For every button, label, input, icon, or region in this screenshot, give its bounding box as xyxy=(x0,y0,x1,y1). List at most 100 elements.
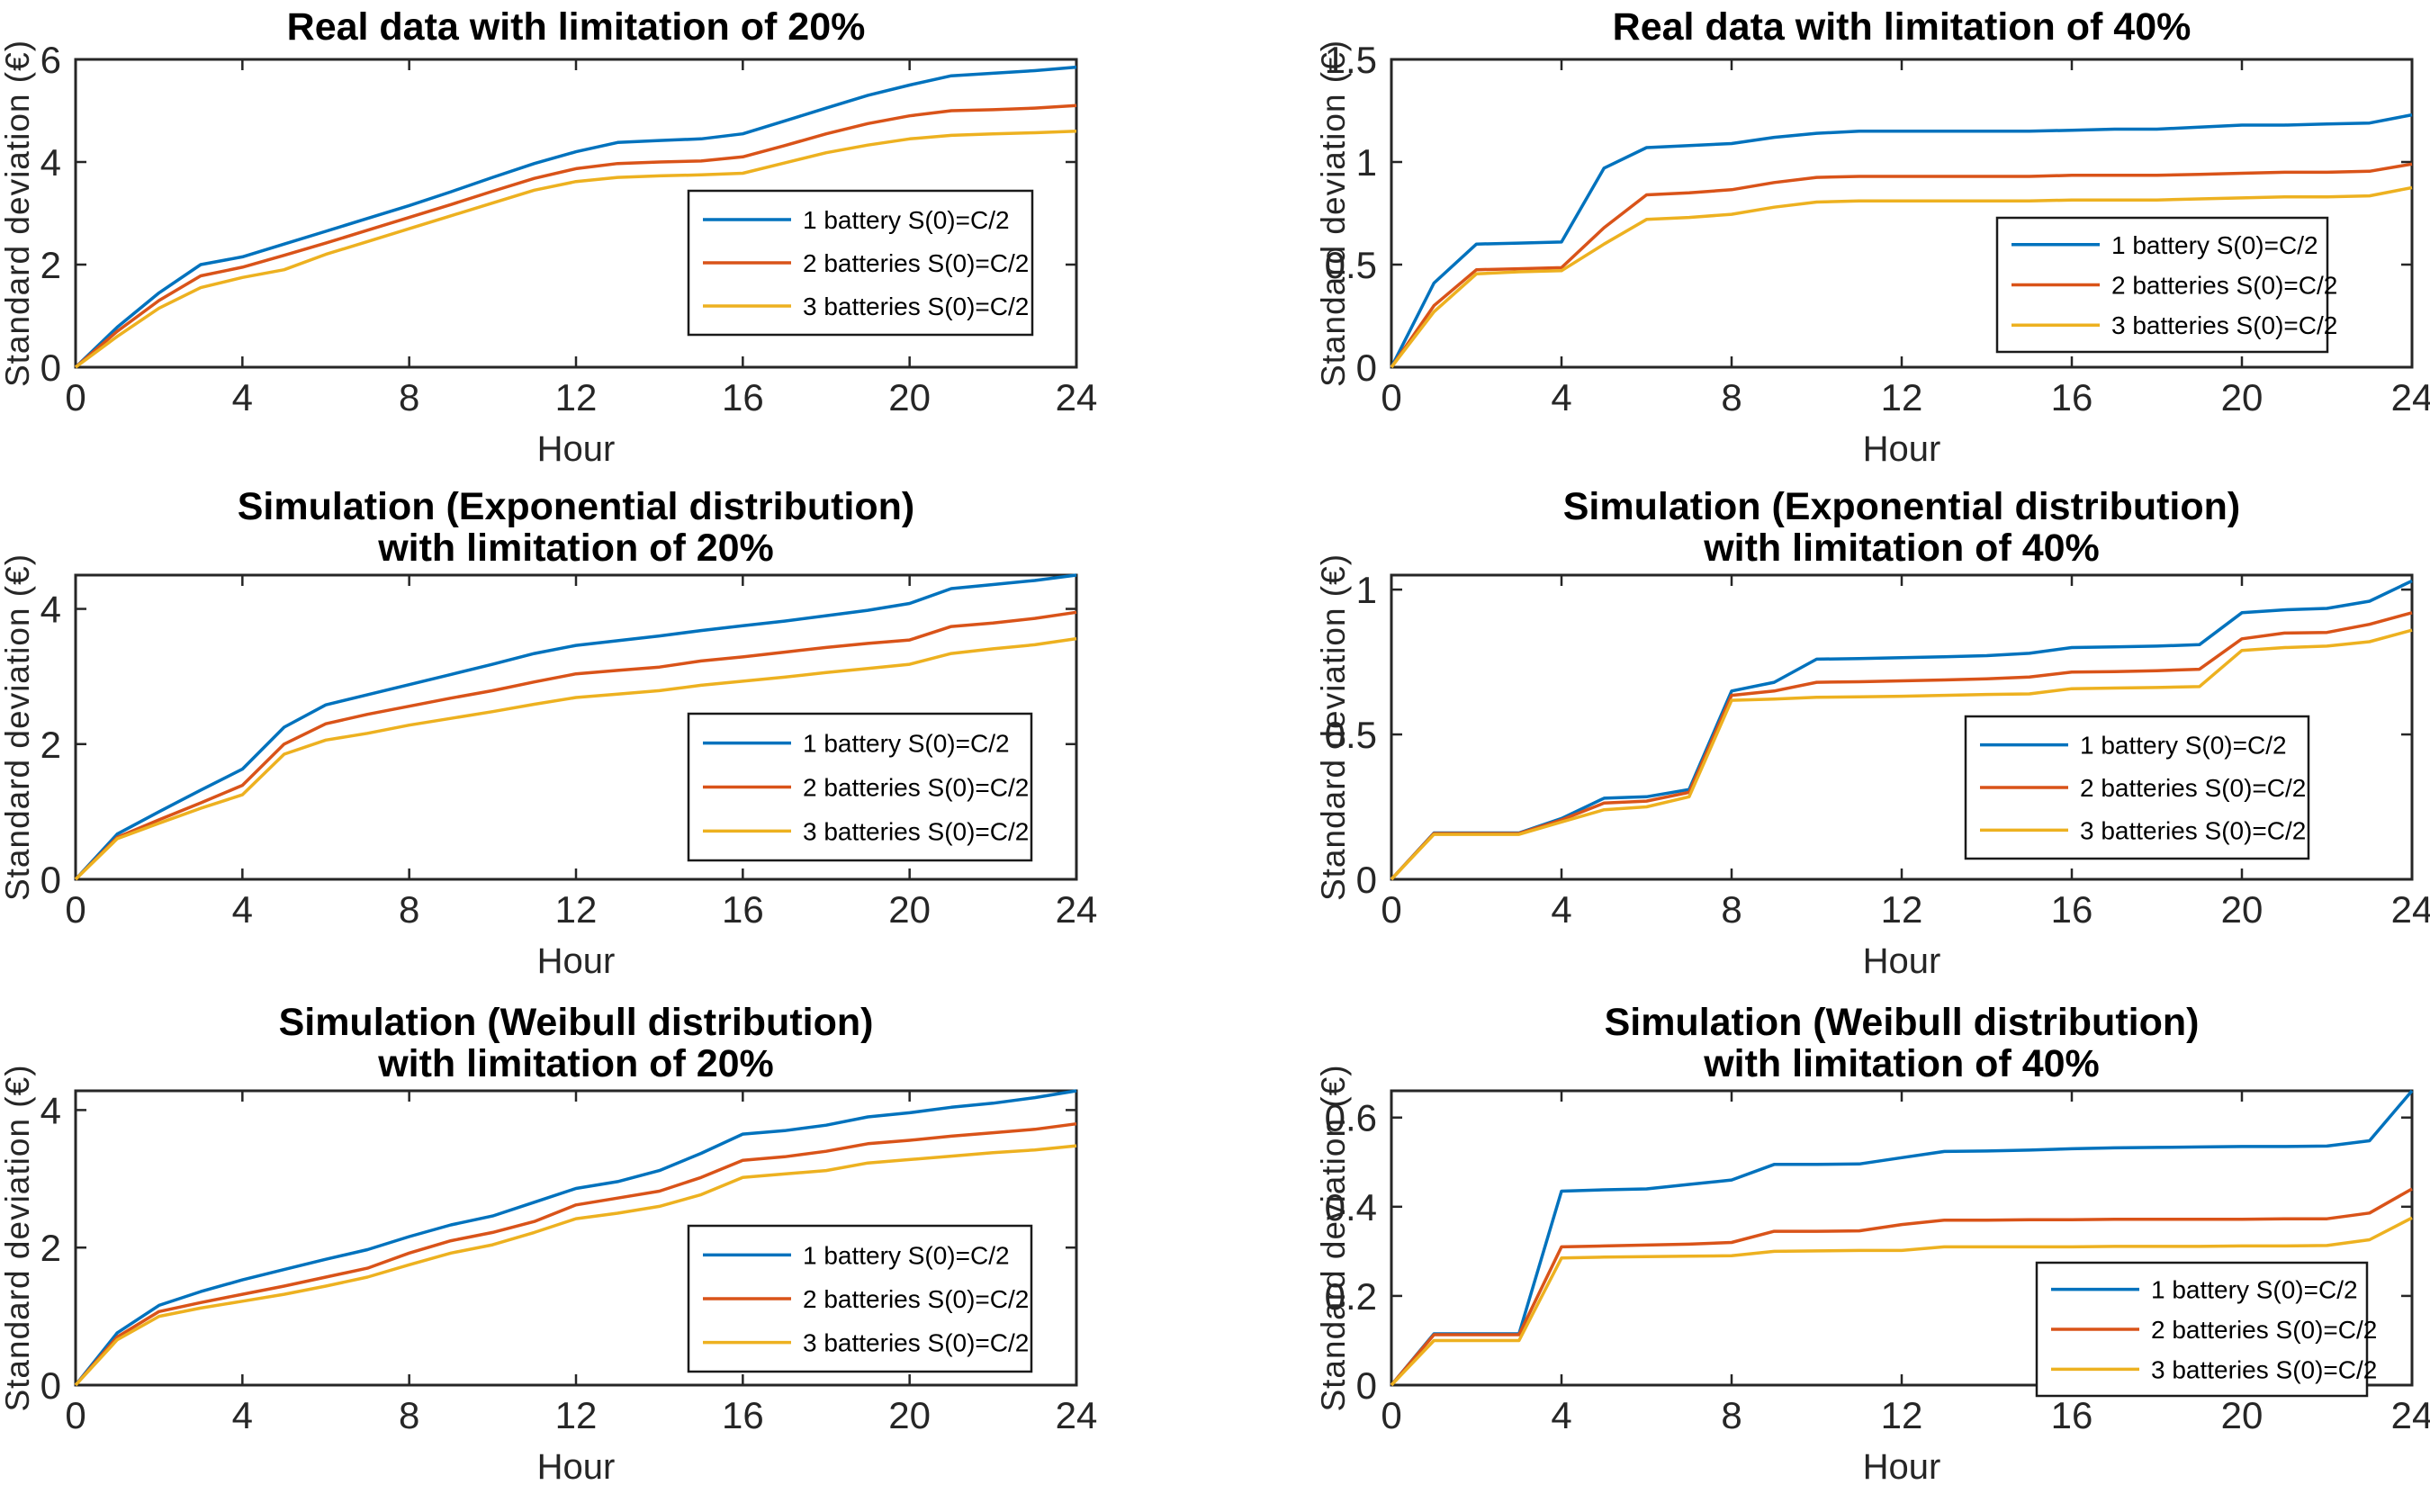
plot-title: with limitation of 20% xyxy=(377,526,774,570)
x-tick-label: 8 xyxy=(399,1394,419,1436)
x-tick-label: 16 xyxy=(722,1394,764,1436)
x-tick-label: 0 xyxy=(65,376,86,418)
plot-title: Simulation (Exponential distribution) xyxy=(1563,485,2240,528)
x-tick-label: 8 xyxy=(399,376,419,418)
y-tick-label: 0 xyxy=(1356,1364,1377,1407)
y-tick-label: 0 xyxy=(1356,346,1377,389)
x-tick-label: 24 xyxy=(1056,888,1098,931)
y-tick-label: 0.4 xyxy=(1325,1186,1377,1228)
x-tick-label: 20 xyxy=(2221,1394,2264,1436)
x-tick-label: 16 xyxy=(2051,888,2093,931)
x-tick-label: 0 xyxy=(65,1394,86,1436)
subplot-sim-weibull-40: 0 4 8 12 16 20 24 0 0.2 0.4 0.6 Simulation (Weibull… xyxy=(1315,1001,2430,1487)
plot-title: with limitation of 40% xyxy=(1703,526,2100,570)
x-tick-label: 4 xyxy=(232,888,253,931)
legend-entry-label: 1 battery S(0)=C/2 xyxy=(803,1241,1010,1269)
y-axis-label: Standard deviation (€) xyxy=(0,40,36,387)
x-tick-label: 0 xyxy=(1381,376,1401,418)
x-tick-label: 20 xyxy=(2221,376,2264,418)
x-axis-label: Hour xyxy=(1863,429,1941,469)
x-tick-label: 16 xyxy=(2051,376,2093,418)
y-tick-label: 1 xyxy=(1356,141,1377,184)
plot-title: Simulation (Exponential distribution) xyxy=(238,485,914,528)
y-axis-label: Standard deviation (€) xyxy=(0,554,36,901)
legend: 1 battery S(0)=C/2 2 batteries S(0)=C/2 3 … xyxy=(1995,216,2337,354)
curve-3-battery xyxy=(74,636,1077,881)
legend-entry-label: 1 battery S(0)=C/2 xyxy=(2080,732,2287,760)
y-tick-label: 0 xyxy=(40,346,61,389)
x-tick-label: 0 xyxy=(1381,1394,1401,1436)
legend-entry-label: 3 batteries S(0)=C/2 xyxy=(803,817,1029,845)
x-tick-label: 24 xyxy=(1056,1394,1098,1436)
legend-entry-label: 2 batteries S(0)=C/2 xyxy=(2111,272,2337,300)
x-tick-label: 8 xyxy=(1721,1394,1742,1436)
curve-2-battery xyxy=(74,610,1077,881)
legend-entry-label: 2 batteries S(0)=C/2 xyxy=(2151,1316,2377,1344)
y-tick-label: 0 xyxy=(1356,859,1377,901)
y-tick-label: 0.2 xyxy=(1325,1275,1377,1318)
y-axis-label: Standard deviation (€) xyxy=(1315,554,1352,901)
x-axis-label: Hour xyxy=(1863,1447,1941,1487)
curve-2-battery xyxy=(1390,1187,2413,1387)
y-tick-label: 2 xyxy=(40,244,61,286)
y-tick-label: 1 xyxy=(1356,569,1377,611)
curve-3-battery xyxy=(74,130,1077,369)
x-tick-label: 8 xyxy=(399,888,419,931)
x-tick-label: 20 xyxy=(2221,888,2264,931)
y-axis-label: Standard deviation (€) xyxy=(1315,40,1352,387)
y-tick-label: 0.5 xyxy=(1325,244,1377,286)
subplot-sim-exp-40: 0 4 8 12 16 20 24 0 0.5 1 Simulation (Exponential … xyxy=(1315,485,2430,981)
legend-entry-label: 3 batteries S(0)=C/2 xyxy=(2151,1355,2377,1383)
x-tick-label: 16 xyxy=(2051,1394,2093,1436)
curve-3-battery xyxy=(1390,628,2413,881)
legend: 1 battery S(0)=C/2 2 batteries S(0)=C/2 3 … xyxy=(687,712,1033,862)
legend-entry-label: 3 batteries S(0)=C/2 xyxy=(803,292,1029,320)
x-tick-label: 0 xyxy=(1381,888,1401,931)
curve-1-battery xyxy=(74,573,1077,881)
x-axis-label: Hour xyxy=(1863,941,1941,981)
x-tick-label: 20 xyxy=(888,376,931,418)
legend-entry-label: 1 battery S(0)=C/2 xyxy=(803,206,1010,234)
y-tick-label: 2 xyxy=(40,724,61,766)
legend: 1 battery S(0)=C/2 2 batteries S(0)=C/2 3 … xyxy=(1964,715,2310,860)
x-tick-label: 16 xyxy=(722,888,764,931)
y-axis-label: Standard deviation (€) xyxy=(1315,1064,1352,1411)
plot-title: with limitation of 40% xyxy=(1703,1042,2100,1085)
x-tick-label: 12 xyxy=(1881,376,1923,418)
x-tick-label: 12 xyxy=(1881,1394,1923,1436)
x-tick-label: 8 xyxy=(1721,888,1742,931)
plot-title: Real data with limitation of 40% xyxy=(1613,5,2192,49)
curve-2-battery xyxy=(74,104,1077,369)
y-axis-label: Standard deviation (€) xyxy=(0,1064,36,1411)
legend: 1 battery S(0)=C/2 2 batteries S(0)=C/2 3 … xyxy=(687,1224,1033,1373)
curve-1-battery xyxy=(74,65,1077,369)
plot-title: Real data with limitation of 20% xyxy=(287,5,866,49)
curve-1-battery xyxy=(74,1089,1077,1387)
x-tick-label: 0 xyxy=(65,888,86,931)
x-tick-label: 16 xyxy=(722,376,764,418)
x-tick-label: 8 xyxy=(1721,376,1742,418)
x-tick-label: 24 xyxy=(1056,376,1098,418)
plot-title: with limitation of 20% xyxy=(377,1042,774,1085)
x-tick-label: 4 xyxy=(232,376,253,418)
x-tick-label: 4 xyxy=(1551,1394,1571,1436)
y-tick-label: 0.5 xyxy=(1325,714,1377,756)
curve-2-battery xyxy=(74,1121,1077,1387)
legend-entry-label: 3 batteries S(0)=C/2 xyxy=(2080,816,2306,844)
plot-title: Simulation (Weibull distribution) xyxy=(1605,1001,2200,1044)
curve-2-battery xyxy=(1390,162,2413,368)
y-tick-label: 4 xyxy=(40,1089,61,1131)
x-tick-label: 20 xyxy=(888,1394,931,1436)
legend-entry-label: 3 batteries S(0)=C/2 xyxy=(803,1329,1029,1357)
x-tick-label: 12 xyxy=(1881,888,1923,931)
y-tick-label: 4 xyxy=(40,141,61,184)
y-tick-label: 2 xyxy=(40,1227,61,1269)
x-tick-label: 20 xyxy=(888,888,931,931)
legend-entry-label: 2 batteries S(0)=C/2 xyxy=(803,774,1029,802)
plot-title: Simulation (Weibull distribution) xyxy=(279,1001,874,1044)
x-axis-label: Hour xyxy=(537,941,616,981)
legend-entry-label: 2 batteries S(0)=C/2 xyxy=(803,1285,1029,1313)
y-tick-label: 0 xyxy=(40,1364,61,1407)
x-tick-label: 12 xyxy=(555,1394,598,1436)
